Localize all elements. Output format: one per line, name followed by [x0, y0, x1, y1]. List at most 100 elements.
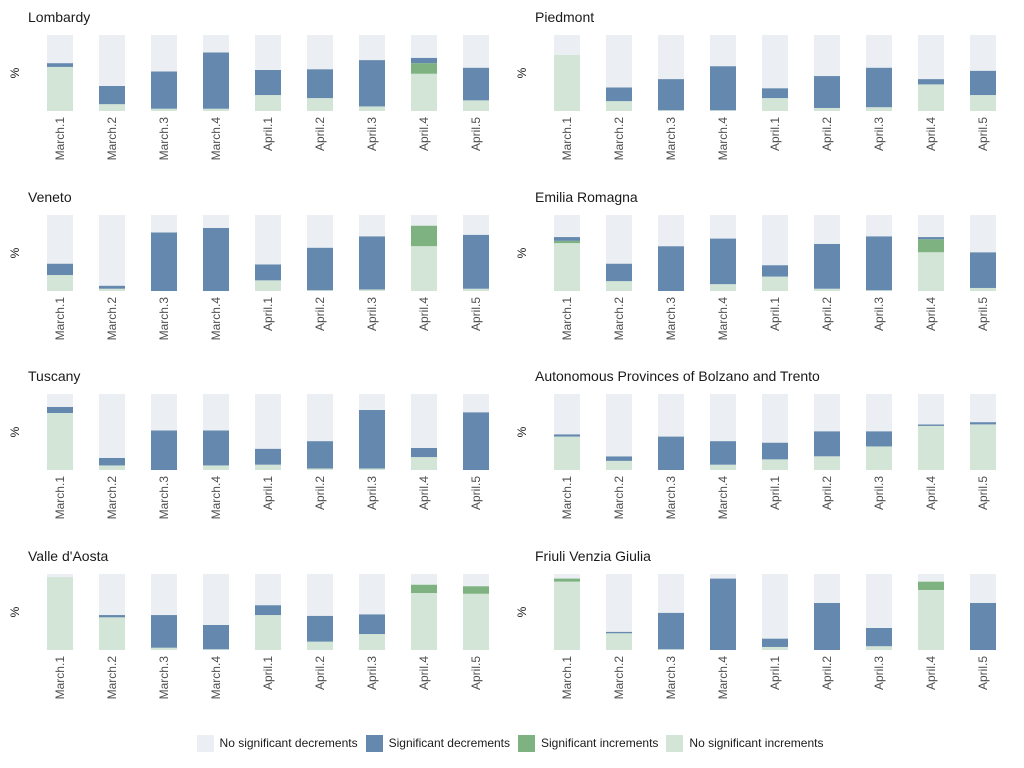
bar-segment — [658, 110, 684, 111]
x-tick-label: March.1 — [560, 117, 574, 161]
bar-segment — [658, 649, 684, 650]
bar-segment — [463, 35, 489, 68]
bar-segment — [762, 459, 788, 470]
bar-segment — [866, 574, 892, 628]
bar-segment — [99, 617, 125, 650]
panel-title: Tuscany — [28, 368, 80, 384]
legend-swatch — [196, 734, 214, 752]
y-axis-label: % — [515, 67, 529, 78]
x-tick-label: March.1 — [53, 117, 67, 161]
x-tick-label: March.2 — [612, 117, 626, 161]
legend-swatch — [365, 734, 383, 752]
bar-segment — [359, 236, 385, 290]
x-tick-label: April.2 — [820, 656, 834, 690]
bar-segment — [203, 574, 229, 625]
x-tick-label: March.4 — [209, 117, 223, 161]
bar-segment — [411, 63, 437, 74]
x-tick-label: April.4 — [924, 117, 938, 151]
bar-segment — [554, 574, 580, 579]
bar-segment — [554, 215, 580, 238]
bar-segment — [359, 35, 385, 61]
bar-segment — [359, 468, 385, 470]
bar-segment — [359, 614, 385, 635]
x-tick-label: April.4 — [924, 297, 938, 331]
x-tick-label: March.3 — [664, 476, 678, 520]
y-axis-label: % — [8, 426, 22, 437]
bar-segment — [814, 215, 840, 244]
bar-segment — [866, 215, 892, 237]
bar-segment — [99, 465, 125, 470]
bar-segment — [151, 35, 177, 72]
bar-segment — [918, 581, 944, 590]
bar-segment — [710, 284, 736, 291]
bar-segment — [203, 108, 229, 111]
x-tick-label: April.5 — [976, 656, 990, 690]
bar-segment — [411, 215, 437, 226]
bar-segment — [151, 430, 177, 470]
bar-segment — [866, 646, 892, 650]
panel-title: Emilia Romagna — [535, 189, 638, 205]
x-tick-label: April.3 — [872, 117, 886, 151]
x-tick-label: March.4 — [209, 297, 223, 341]
bar-segment — [606, 263, 632, 282]
x-tick-label: April.4 — [924, 656, 938, 690]
x-tick-label: April.1 — [768, 297, 782, 331]
bar-segment — [47, 577, 73, 650]
bar-segment — [307, 290, 333, 291]
legend-swatch — [518, 734, 536, 752]
bar-segment — [762, 638, 788, 647]
panel-title: Valle d'Aosta — [28, 548, 108, 564]
x-tick-label: April.3 — [365, 476, 379, 510]
bar-segment — [866, 236, 892, 291]
bar-segment — [411, 457, 437, 470]
bar-segment — [307, 247, 333, 291]
bar-segment — [606, 394, 632, 457]
bar-segment — [307, 574, 333, 616]
bar-segment — [918, 84, 944, 111]
x-tick-label: April.4 — [417, 117, 431, 151]
bar-segment — [710, 574, 736, 579]
bar-segment — [970, 70, 996, 96]
bar-segment — [359, 394, 385, 410]
bar-segment — [99, 288, 125, 291]
y-axis-label: % — [8, 67, 22, 78]
bar-segment — [762, 265, 788, 277]
bar-segment — [762, 35, 788, 89]
bar-segment — [762, 394, 788, 443]
bar-segment — [710, 35, 736, 67]
x-tick-label: April.3 — [365, 656, 379, 690]
bar-segment — [918, 239, 944, 253]
x-tick-label: March.2 — [612, 476, 626, 520]
bar-segment — [203, 227, 229, 291]
x-tick-label: April.3 — [872, 656, 886, 690]
bar-segment — [762, 574, 788, 639]
bar-segment — [762, 276, 788, 291]
bar-segment — [970, 35, 996, 71]
bar-segment — [658, 35, 684, 80]
bar-segment — [606, 101, 632, 111]
bar-segment — [814, 394, 840, 432]
bar-segment — [866, 431, 892, 447]
bar-segment — [554, 54, 580, 111]
bar-segment — [918, 237, 944, 240]
x-tick-label: April.4 — [417, 656, 431, 690]
bar-segment — [658, 79, 684, 111]
bar-segment — [866, 627, 892, 647]
x-tick-label: March.2 — [105, 476, 119, 520]
bar-segment — [970, 215, 996, 253]
x-tick-label: April.2 — [820, 476, 834, 510]
x-tick-label: March.2 — [105, 656, 119, 700]
bar-segment — [814, 243, 840, 289]
bar-segment — [411, 73, 437, 111]
bar-segment — [307, 641, 333, 650]
bar-segment — [47, 406, 73, 413]
panel-title: Lombardy — [28, 9, 90, 25]
bar-segment — [554, 394, 580, 435]
bar-segment — [47, 35, 73, 64]
x-tick-label: April.2 — [820, 117, 834, 151]
x-tick-label: March.2 — [612, 656, 626, 700]
x-tick-label: March.3 — [157, 117, 171, 161]
x-tick-label: April.2 — [820, 297, 834, 331]
bar-segment — [658, 436, 684, 470]
bar-segment — [606, 35, 632, 88]
